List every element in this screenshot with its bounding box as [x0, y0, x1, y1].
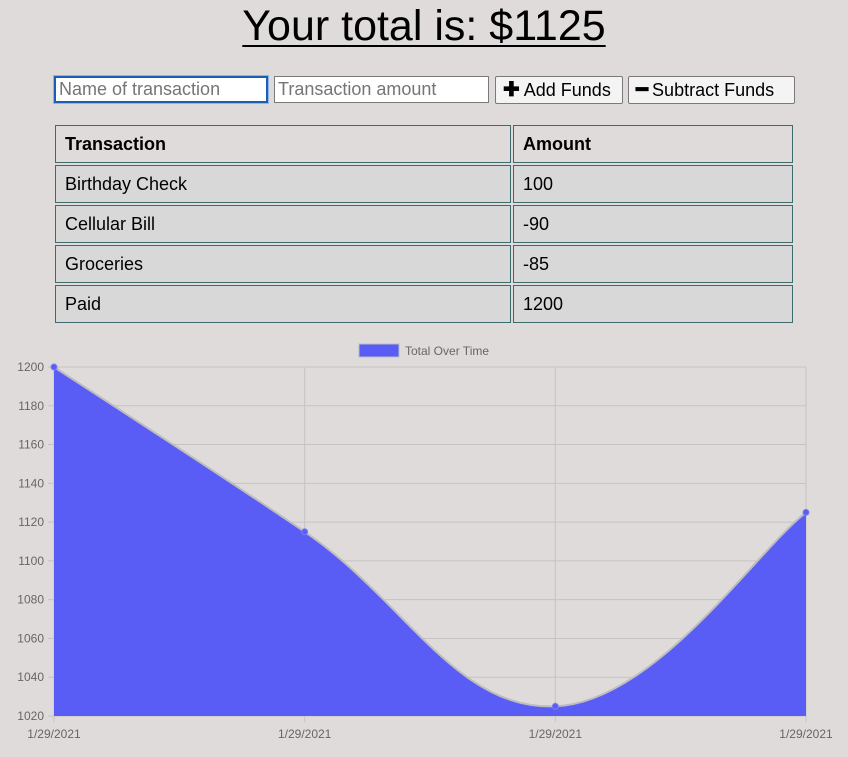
y-tick-label: 1040 — [17, 670, 44, 684]
x-tick-label: 1/29/2021 — [278, 727, 332, 741]
y-tick-label: 1200 — [17, 360, 44, 374]
table-row: Cellular Bill -90 — [55, 205, 793, 243]
transaction-amount-cell: -85 — [513, 245, 793, 283]
subtract-funds-button[interactable]: ━ Subtract Funds — [628, 76, 795, 104]
x-tick-label: 1/29/2021 — [779, 727, 833, 741]
total-heading: Your total is: $1125 — [242, 2, 606, 50]
table-row: Groceries -85 — [55, 245, 793, 283]
transaction-amount-cell: 100 — [513, 165, 793, 203]
transaction-amount-cell: -90 — [513, 205, 793, 243]
chart-svg: Total Over Time 1200 1180 1160 1140 1120 1100 1… — [17, 343, 833, 741]
transaction-amount-input[interactable] — [274, 76, 489, 103]
y-tick-label: 1180 — [18, 399, 44, 413]
add-funds-label: Add Funds — [523, 79, 611, 100]
transaction-name-cell: Paid — [55, 285, 511, 323]
subtract-funds-label: Subtract Funds — [652, 79, 775, 100]
y-tick-label: 1160 — [18, 438, 44, 452]
transaction-amount-cell: 1200 — [513, 285, 793, 323]
data-point — [301, 528, 309, 536]
transaction-name-cell: Birthday Check — [55, 165, 511, 203]
legend-swatch — [358, 343, 400, 358]
total-over-time-chart: Total Over Time 1200 1180 1160 1140 1120 1100 1… — [0, 338, 848, 757]
y-tick-label: 1100 — [18, 554, 44, 568]
y-tick-label: 1060 — [17, 631, 44, 645]
transactions-table: Transaction Amount Birthday Check 100 Ce… — [53, 123, 795, 325]
add-funds-button[interactable]: ✚ Add Funds — [495, 76, 623, 104]
transaction-name-cell: Cellular Bill — [55, 205, 511, 243]
series-area — [54, 367, 806, 716]
legend-label: Total Over Time — [405, 344, 489, 358]
column-header-amount: Amount — [513, 125, 793, 163]
transaction-name-input[interactable] — [53, 75, 269, 104]
y-tick-label: 1020 — [17, 709, 44, 723]
table-header-row: Transaction Amount — [55, 125, 793, 163]
x-tick-label: 1/29/2021 — [529, 727, 583, 741]
minus-icon: ━ — [636, 79, 649, 101]
table-row: Birthday Check 100 — [55, 165, 793, 203]
data-point — [50, 363, 58, 371]
y-tick-label: 1140 — [18, 476, 44, 490]
y-tick-label: 1080 — [17, 593, 44, 607]
plus-icon: ✚ — [503, 79, 520, 101]
x-tick-label: 1/29/2021 — [27, 727, 81, 741]
data-point — [802, 508, 810, 516]
series-line — [53, 366, 807, 708]
transaction-name-cell: Groceries — [55, 245, 511, 283]
y-tick-label: 1120 — [18, 515, 44, 529]
data-point — [551, 702, 559, 710]
column-header-transaction: Transaction — [55, 125, 511, 163]
table-row: Paid 1200 — [55, 285, 793, 323]
